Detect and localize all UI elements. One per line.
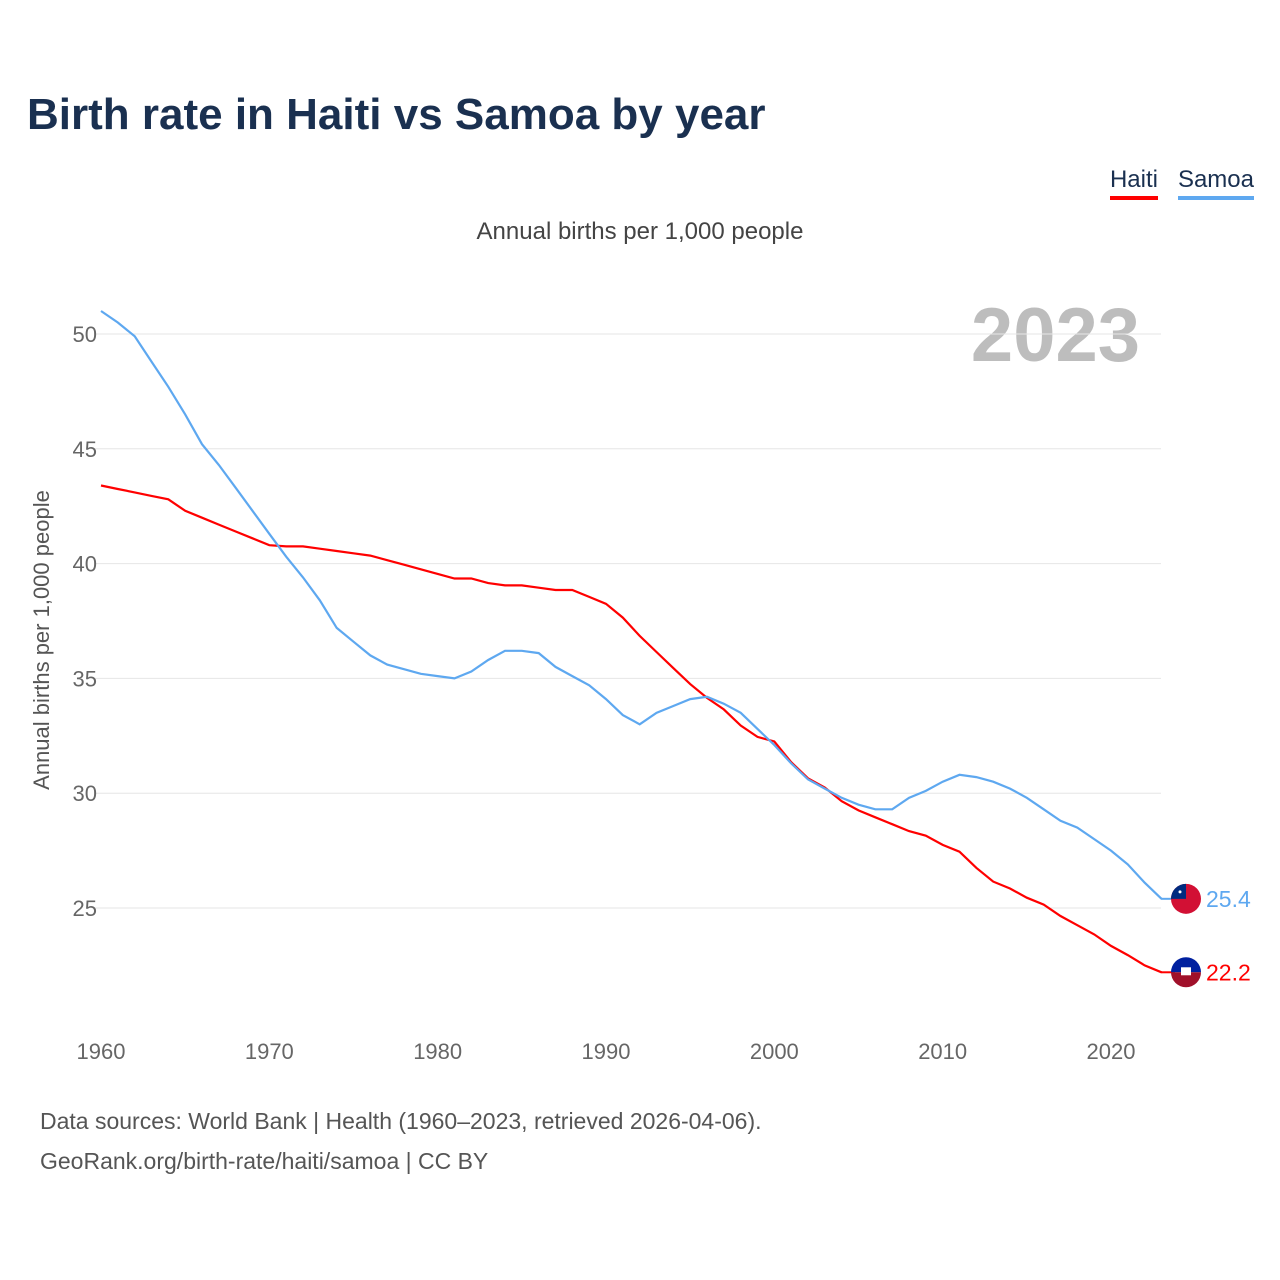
y-tick-label: 35 (73, 666, 97, 691)
flag-canton (1171, 883, 1186, 899)
end-value-label-samoa: 25.4 (1206, 886, 1251, 912)
x-tick-label: 1990 (582, 1039, 631, 1064)
chart-subtitle: Annual births per 1,000 people (476, 218, 804, 245)
haiti-flag-icon (1171, 957, 1201, 988)
end-value-label-haiti: 22.2 (1206, 959, 1251, 985)
x-tick-label: 1960 (77, 1039, 126, 1064)
legend-samoa[interactable]: Samoa (1177, 166, 1254, 200)
series-line-haiti (100, 484, 1162, 974)
x-tick-label: 2000 (750, 1039, 799, 1064)
flag-red (1171, 972, 1201, 988)
y-tick-label: 50 (73, 322, 97, 347)
source-url: GeoRank.org/birth-rate/haiti/samoa | CC … (40, 1148, 489, 1174)
x-tick-label: 1980 (413, 1039, 462, 1064)
x-tick-label: 1970 (245, 1039, 294, 1064)
y-tick-label: 30 (73, 781, 97, 806)
flag-star (1178, 890, 1182, 894)
source-text: Data sources: World Bank | Health (1960–… (40, 1108, 762, 1134)
flag-emblem (1181, 967, 1191, 976)
samoa-flag-icon (1171, 883, 1201, 914)
legend-haiti[interactable]: Haiti (1109, 166, 1158, 200)
y-tick-label: 25 (73, 896, 97, 921)
year-watermark: 2023 (970, 293, 1140, 378)
series-line-samoa (100, 310, 1163, 900)
legend: Haiti Samoa (1109, 166, 1254, 200)
x-tick-label: 2010 (918, 1039, 967, 1064)
flag-blue (1171, 957, 1201, 973)
x-tick-label: 2020 (1087, 1039, 1136, 1064)
y-tick-label: 40 (73, 552, 97, 577)
y-tick-label: 45 (73, 437, 97, 462)
chart-title: Birth rate in Haiti vs Samoa by year (27, 90, 766, 139)
